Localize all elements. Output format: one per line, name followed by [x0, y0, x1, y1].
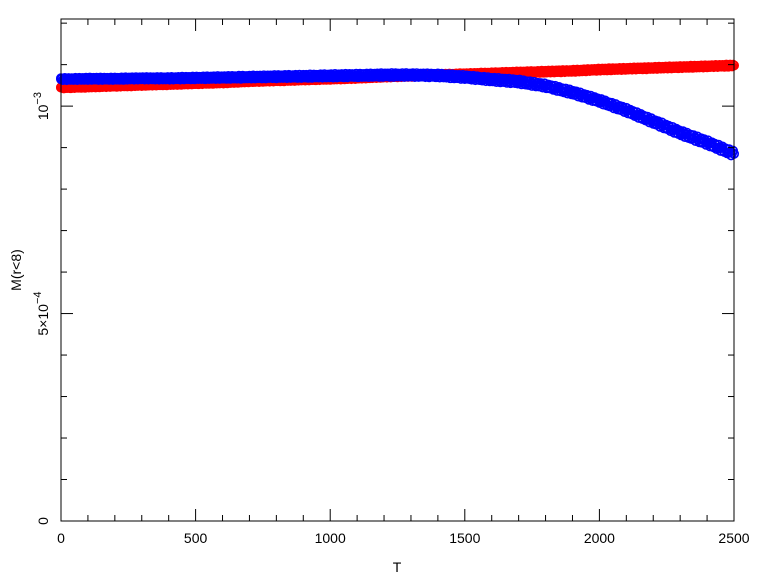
labels-layer: T M(r<8) [8, 249, 402, 575]
data-point [513, 76, 524, 87]
x-tick-label: 1500 [449, 530, 480, 546]
data-point [675, 62, 686, 73]
data-point [405, 70, 416, 81]
x-tick-label: 2000 [584, 530, 615, 546]
x-axis-label: T [393, 559, 402, 575]
x-tick-label: 1000 [315, 530, 346, 546]
data-point [217, 72, 228, 83]
data-point [567, 87, 578, 98]
data-point [244, 72, 255, 83]
data-point [567, 65, 578, 76]
data-point [486, 74, 497, 85]
data-point [459, 72, 470, 83]
data-point [702, 137, 713, 148]
data-point [648, 116, 659, 127]
data-point [648, 62, 659, 73]
data-point [702, 61, 713, 72]
data-point [594, 95, 605, 106]
data-point [190, 72, 201, 83]
y-tick-label: 0 [35, 517, 51, 525]
data-point [352, 70, 363, 81]
data-point [540, 66, 551, 77]
data-point [298, 71, 309, 82]
data-point [82, 73, 93, 84]
data-point [109, 73, 120, 84]
series-2 [55, 68, 739, 161]
series-layer [55, 59, 739, 161]
plot-frame [60, 18, 735, 522]
x-tick-label: 0 [57, 530, 65, 546]
data-point [432, 70, 443, 81]
data-point [379, 70, 390, 81]
data-point [136, 73, 147, 84]
data-point [594, 64, 605, 75]
ticks-layer: 0 500 1000 1500 2000 2500 0 5×10−4 10−3 [32, 19, 750, 546]
data-point [675, 127, 686, 138]
y-axis-label: M(r<8) [8, 249, 24, 291]
data-point [621, 63, 632, 74]
data-point [325, 70, 336, 81]
data-point [621, 105, 632, 116]
x-tick-label: 500 [184, 530, 208, 546]
y-tick-label: 10−3 [32, 92, 51, 120]
data-point [163, 73, 174, 84]
y-tick-label: 5×10−4 [32, 292, 51, 336]
x-tick-label: 2500 [718, 530, 749, 546]
data-point [540, 80, 551, 91]
data-point [271, 71, 282, 82]
